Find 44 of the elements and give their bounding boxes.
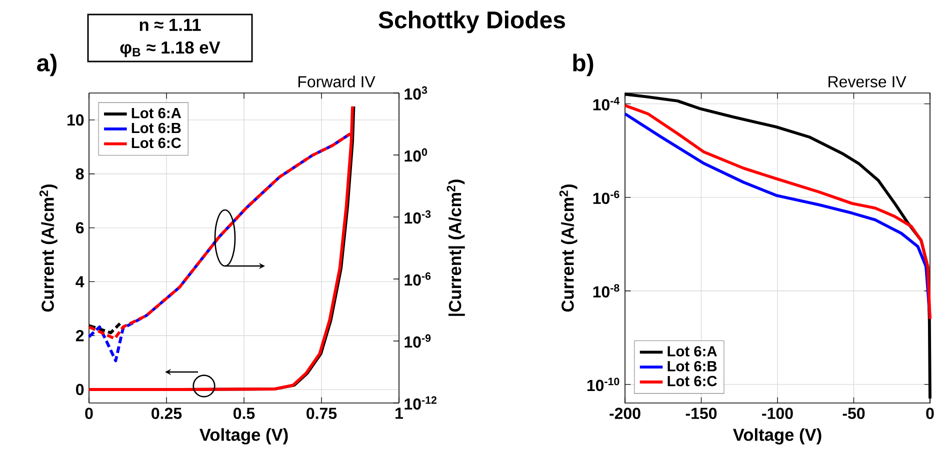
legend-label: Lot 6:B [668,360,717,372]
x-tick-label: -150 [686,408,717,420]
x-tick-label: 0.5 [234,408,255,420]
y-axis-title: Current (A/cm$^{2}$) [559,184,578,312]
chart-subtitle: Forward IV [298,76,376,88]
x-tick-label: 0 [85,408,93,420]
y2-axis-title: |Current| (A/cm$^{2}$) [446,180,465,316]
y-tick-label: 10$^{-10}$ [587,378,620,392]
y-tick-label: 10 [68,114,84,126]
y2-tick-label: 10$^{-6}$ [404,272,431,286]
x-tick-label: -50 [842,408,865,420]
text: a) [37,54,56,76]
x-tick-label: 0.25 [152,408,182,420]
y2-tick-label: 10$^{-12}$ [404,396,436,410]
legend-label: Lot 6:A [668,346,717,356]
y-tick-label: 4 [76,276,84,288]
x-axis-title: Voltage (V) [200,428,288,444]
text: b) [573,54,594,76]
y2-tick-label: 10$^{-9}$ [404,334,431,348]
y2-tick-label: 10$^{0}$ [404,148,428,162]
y2-tick-label: 10$^{-3}$ [404,210,431,224]
x-tick-label: -100 [762,408,793,420]
y2-tick-label: 10$^{3}$ [404,86,428,100]
y-tick-label: 10$^{-8}$ [593,284,620,298]
legend-label: Lot 6:B [132,122,181,134]
x-tick-label: -200 [610,408,640,420]
x-tick-label: 0.75 [306,408,337,420]
x-tick-label: 0 [926,408,934,420]
y-tick-label: 10$^{-6}$ [593,190,620,204]
text: φ$_{B}$ ≈ 1.18 eV [120,41,220,58]
legend-label: Lot 6:C [132,138,182,148]
x-axis-title: Voltage (V) [733,428,822,444]
y-tick-label: 0 [76,384,84,396]
legend-label: Lot 6:A [132,108,182,118]
y-tick-label: 8 [76,168,84,180]
text: Schottky Diodes [378,10,566,34]
y-axis-title: Current (A/cm$^{2}$) [39,184,58,312]
chart-subtitle: Reverse IV [828,76,906,88]
y-tick-label: 10$^{-4}$ [593,97,620,110]
y-tick-label: 2 [76,330,84,342]
x-tick-label: 1 [396,408,404,419]
y-tick-label: 6 [76,222,84,234]
legend-label: Lot 6:C [668,376,717,386]
text: n ≈ 1.11 [140,18,201,31]
